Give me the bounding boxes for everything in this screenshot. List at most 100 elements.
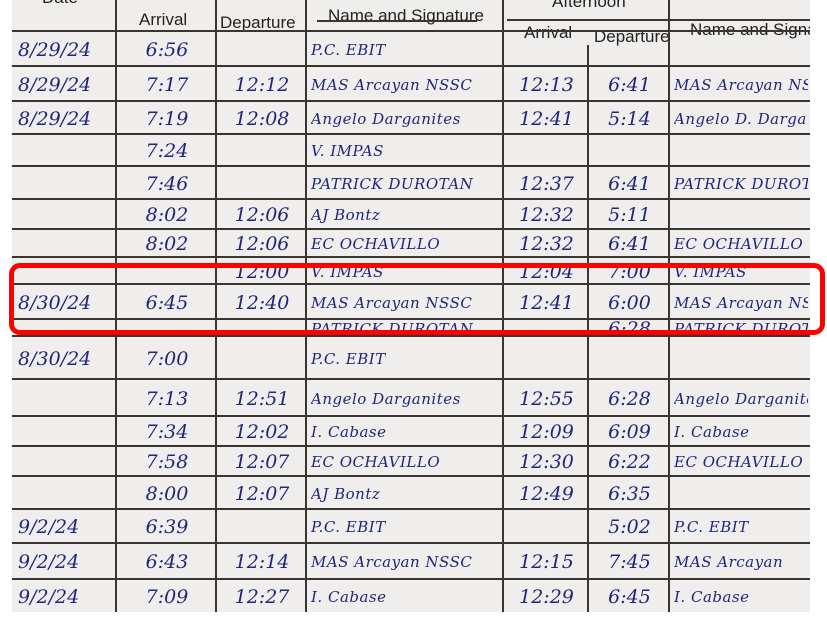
cell-am-name: MAS Arcayan NSSC [311,293,473,312]
cell-pm-arrival [508,135,585,167]
cell-am-name: EC OCHAVILLO [311,235,441,253]
cell-date: 9/2/24 [18,551,80,573]
cell-pm-name [674,337,808,380]
cell-date: 8/29/24 [18,73,92,96]
column-divider [115,0,117,612]
cell-pm-departure: 6:41 [608,172,651,195]
column-divider [587,45,589,612]
header-morning-arrival: Arrival [139,10,188,29]
cell-am-departure: 12:07 [234,482,290,505]
cell-am-departure: 12:12 [234,73,290,96]
cell-am-departure: 12:08 [234,107,290,130]
log-row: 9/2/24 6:39 P.C. EBIT 5:02 P.C. EBIT [12,508,810,544]
cell-am-name: P.C. EBIT [311,518,386,536]
cell-am-departure: 12:14 [234,551,290,573]
cell-pm-departure: 6:28 [608,387,651,410]
column-divider [215,0,217,612]
cell-am-departure [221,167,303,200]
header-afternoon: Afternoon [552,0,626,11]
log-row: 7:34 12:02 I. Cabase 12:09 6:09 I. Cabase [12,415,810,447]
cell-am-arrival: 7:13 [145,387,189,410]
header-date: Date [42,0,78,8]
cell-am-departure: 12:27 [234,586,290,608]
cell-pm-arrival [508,510,585,544]
cell-pm-name: MAS Arcayan NSSC [674,75,808,94]
column-divider [502,0,504,612]
attendance-logbook-page: Date Arrival Departure Name and Signatur… [12,0,810,612]
cell-pm-name: Angelo Darganites [674,389,808,408]
log-row: 8/30/24 6:45 12:40 MAS Arcayan NSSC 12:41 6:0… [12,283,810,320]
cell-pm-arrival: 12:37 [519,172,574,195]
cell-am-departure: 12:06 [234,204,290,226]
cell-pm-name: MAS Arcayan NSSC [674,293,808,312]
cell-am-departure [221,135,303,167]
cell-date [18,417,113,447]
column-divider [305,0,307,612]
cell-am-name: I. Cabase [311,423,387,441]
cell-pm-arrival [508,32,585,67]
cell-pm-arrival: 12:41 [519,107,574,130]
cell-date [18,167,113,200]
cell-am-departure: 12:07 [234,451,290,473]
cell-pm-name: EC OCHAVILLO [674,235,804,253]
log-row: 7:24 V. IMPAS [12,133,810,167]
cell-am-arrival: 8:02 [145,204,189,226]
cell-am-name: I. Cabase [311,588,387,606]
cell-pm-name: EC OCHAVILLO [674,453,804,471]
cell-date: 8/29/24 [18,107,92,130]
cell-date: 8/30/24 [18,347,92,370]
cell-am-name: MAS Arcayan NSSC [311,553,473,571]
log-row: 8/29/24 7:19 12:08 Angelo Darganites 12:41 5:… [12,100,810,135]
cell-pm-name: I. Cabase [674,588,750,606]
cell-pm-departure: 7:45 [608,551,651,573]
cell-pm-departure: 5:14 [608,107,651,130]
cell-am-departure: 12:51 [234,387,290,410]
log-row: 7:13 12:51 Angelo Darganites 12:55 6:28 Angel… [12,378,810,417]
cell-pm-name: MAS Arcayan [674,553,784,571]
log-row: 8/29/24 6:56 P.C. EBIT [12,30,810,67]
cell-pm-departure: 6:09 [608,421,651,443]
cell-am-arrival: 7:09 [145,586,189,608]
cell-am-name: V. IMPAS [311,142,384,160]
cell-am-arrival: 6:45 [145,291,189,314]
cell-pm-name: PATRICK DUROTAN [674,174,808,193]
log-row: 8:00 12:07 AJ Bontz 12:49 6:35 [12,475,810,510]
cell-am-arrival: 7:00 [145,347,189,370]
cell-date [18,447,113,477]
cell-am-arrival: 6:56 [145,38,189,61]
log-row: 9/2/24 6:43 12:14 MAS Arcayan NSSC 12:15 7:45… [12,542,810,580]
cell-am-name: PATRICK DUROTAN [311,174,474,193]
cell-pm-name [674,200,808,230]
cell-am-arrival: 6:43 [145,551,189,573]
cell-pm-arrival: 12:32 [519,204,574,226]
cell-am-arrival: 8:02 [145,233,189,255]
cell-am-departure: 12:40 [234,291,290,314]
cell-pm-name: P.C. EBIT [674,518,749,536]
cell-pm-departure: 6:45 [608,586,651,608]
cell-am-arrival: 7:19 [145,107,189,130]
cell-am-departure [221,32,303,67]
cell-date: 8/30/24 [18,291,92,314]
cell-am-name: MAS Arcayan NSSC [311,75,473,94]
cell-date: 9/2/24 [18,586,80,608]
cell-am-arrival: 6:39 [145,516,189,538]
cell-pm-departure [593,135,666,167]
log-row: 8:02 12:06 EC OCHAVILLO 12:32 6:41 EC OCHAVIL… [12,228,810,258]
cell-pm-arrival: 12:32 [519,233,574,255]
header-afternoon-arrival: Arrival [524,23,573,42]
log-row: 8/30/24 7:00 P.C. EBIT [12,335,810,380]
highlight-box [9,263,825,335]
log-row: 9/2/24 7:09 12:27 I. Cabase 12:29 6:45 I. Caba… [12,578,810,612]
cell-pm-departure: 6:22 [608,451,651,473]
log-row: 7:46 PATRICK DUROTAN 12:37 6:41 PATRICK DURO… [12,165,810,200]
cell-date: 9/2/24 [18,516,80,538]
cell-pm-name: Angelo D. Darganites [674,109,808,128]
cell-date: 8/29/24 [18,38,92,61]
cell-pm-arrival: 12:55 [519,387,574,410]
cell-pm-departure [593,337,666,380]
cell-pm-arrival: 12:13 [519,73,574,96]
cell-date [18,380,113,417]
cell-pm-departure: 6:41 [608,73,651,96]
header-divider [317,20,477,22]
cell-pm-name [674,477,808,510]
